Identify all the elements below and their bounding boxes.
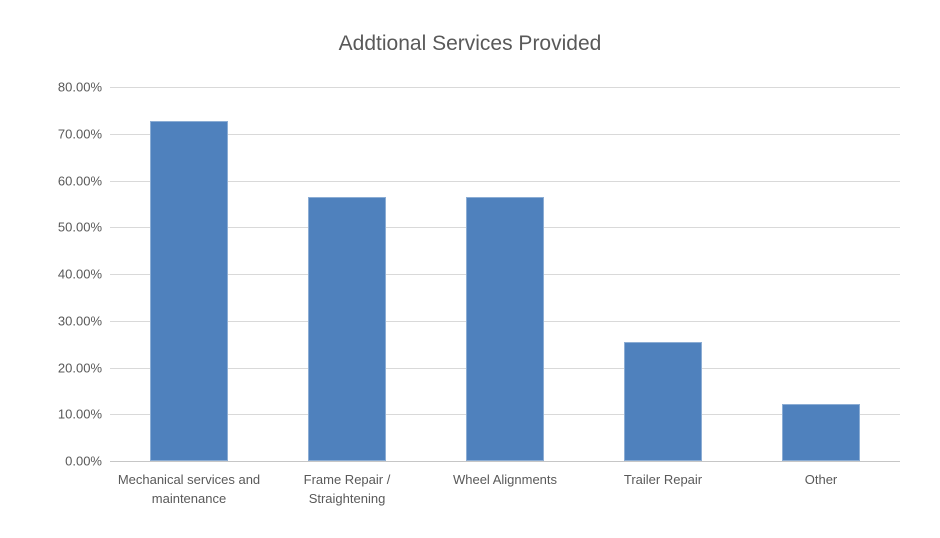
gridline	[110, 133, 900, 135]
x-axis-line	[110, 461, 900, 462]
y-axis-tick-label: 30.00%	[57, 313, 102, 329]
x-axis-category-label: Other	[804, 472, 838, 487]
y-axis-tick-label: 0.00%	[65, 453, 102, 469]
y-axis-tick-label: 20.00%	[57, 360, 102, 375]
bar	[308, 197, 386, 461]
x-axis-category-label: Trailer Repair	[623, 472, 703, 487]
y-axis-tick-label: 40.00%	[57, 266, 102, 282]
y-axis-tick-label: 50.00%	[57, 219, 102, 235]
x-axis-category-label: Mechanical services and maintenance	[117, 472, 261, 506]
y-axis-tick-label: 70.00%	[57, 126, 102, 142]
x-axis-category-label: Wheel Alignments	[452, 472, 558, 487]
y-axis-tick-label: 10.00%	[57, 406, 102, 422]
plot-area	[110, 87, 900, 462]
gridline	[110, 87, 900, 88]
y-axis-tick-label: 60.00%	[57, 173, 102, 188]
bar	[624, 342, 702, 461]
gridline	[110, 180, 900, 182]
bar	[466, 197, 544, 461]
bar	[782, 403, 860, 461]
bar	[150, 121, 228, 461]
y-axis-tick-label: 80.00%	[57, 79, 102, 95]
chart-title: Addtional Services Provided	[338, 32, 602, 55]
x-axis-category-label: Frame Repair / Straightening	[303, 472, 391, 506]
